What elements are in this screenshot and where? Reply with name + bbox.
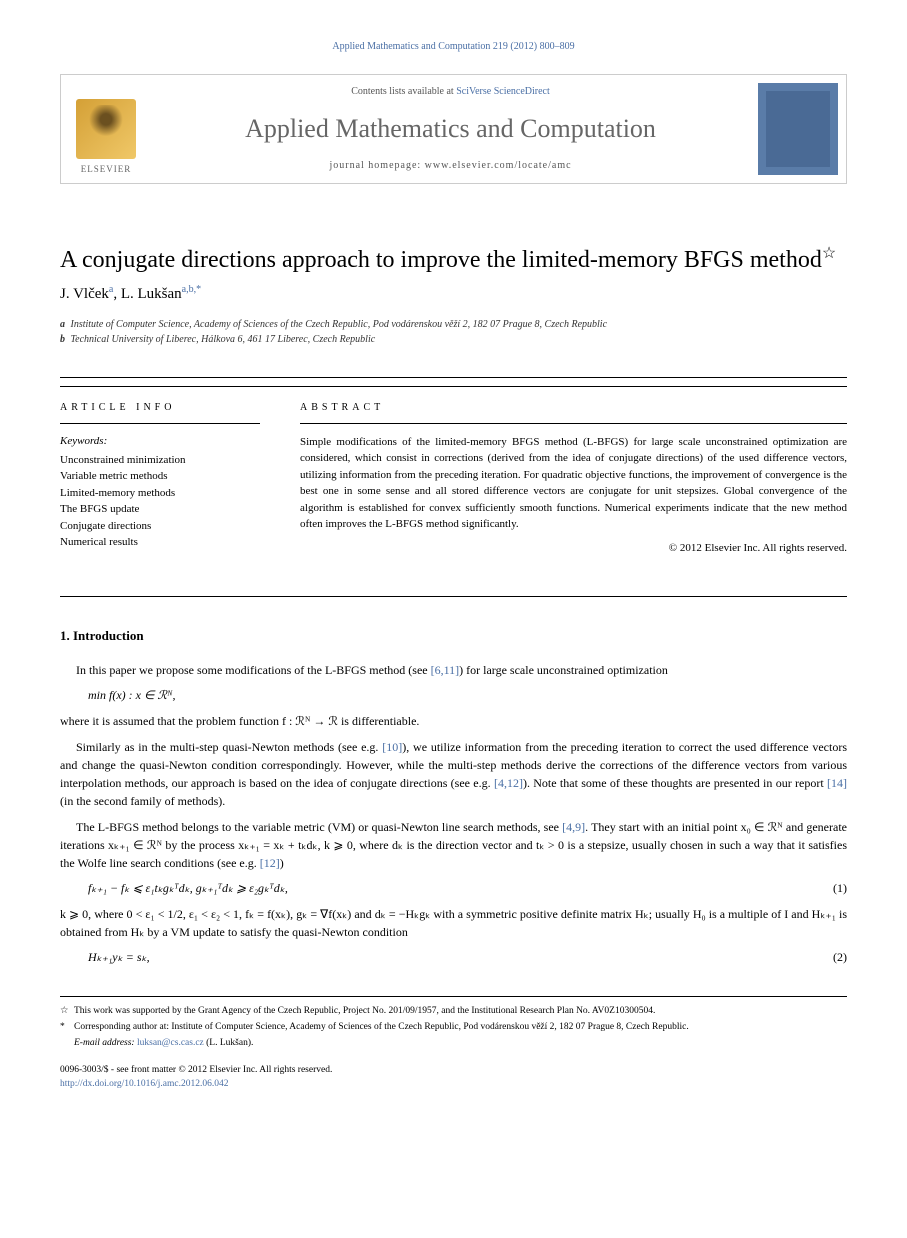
publisher-logo-block: ELSEVIER [61, 75, 151, 183]
paragraph: Similarly as in the multi-step quasi-New… [60, 738, 847, 810]
journal-cover-thumbnail [758, 83, 838, 175]
text: ) for large scale unconstrained optimiza… [459, 663, 668, 677]
keywords-list: Unconstrained minimization Variable metr… [60, 452, 260, 551]
paragraph: In this paper we propose some modificati… [60, 661, 847, 679]
publisher-label: ELSEVIER [81, 163, 132, 176]
divider [60, 377, 847, 378]
corresponding-marker-icon: * [196, 284, 201, 295]
author-1: J. Vlček [60, 286, 109, 302]
eq-num: (1) [817, 880, 847, 897]
asterisk-icon: * [60, 1021, 74, 1034]
ref-link[interactable]: [4,9] [562, 820, 585, 834]
title-footnote-star-icon: ☆ [822, 245, 836, 262]
email-author: (L. Lukšan). [206, 1038, 253, 1048]
homepage-prefix: journal homepage: [329, 160, 421, 171]
footnote-email: E-mail address: luksan@cs.cas.cz (L. Luk… [60, 1037, 847, 1050]
header-citation: Applied Mathematics and Computation 219 … [60, 40, 847, 54]
footnote-corresponding: *Corresponding author at: Institute of C… [60, 1021, 847, 1034]
journal-name: Applied Mathematics and Computation [171, 111, 730, 147]
front-matter-line: 0096-3003/$ - see front matter © 2012 El… [60, 1064, 847, 1077]
doi-link[interactable]: http://dx.doi.org/10.1016/j.amc.2012.06.… [60, 1078, 847, 1091]
abstract-col: ABSTRACT Simple modifications of the lim… [300, 401, 847, 556]
homepage-line: journal homepage: www.elsevier.com/locat… [171, 159, 730, 173]
authors-line: J. Vlčeka, L. Lukšana,b,* [60, 283, 847, 305]
affiliation-b-text: Technical University of Liberec, Hálkova… [71, 334, 376, 345]
keyword: Conjugate directions [60, 518, 260, 535]
affiliation-b: b Technical University of Liberec, Hálko… [60, 332, 847, 347]
masthead-center: Contents lists available at SciVerse Sci… [151, 75, 750, 183]
contents-line: Contents lists available at SciVerse Sci… [171, 85, 730, 99]
ref-link[interactable]: [6,11] [431, 663, 460, 677]
email-label: E-mail address: [74, 1038, 135, 1048]
contents-prefix: Contents lists available at [351, 86, 453, 97]
equation-min: min f(x) : x ∈ ℛᴺ, [88, 687, 847, 704]
equation-1: fₖ₊₁ − fₖ ⩽ ε₁tₖgₖᵀdₖ, gₖ₊₁ᵀdₖ ⩾ ε₂gₖᵀdₖ… [88, 880, 847, 897]
equation-text: Hₖ₊₁yₖ = sₖ, [88, 949, 150, 966]
author-2: L. Lukšan [121, 286, 182, 302]
footnote-text: Corresponding author at: Institute of Co… [74, 1022, 689, 1032]
footnote-text: This work was supported by the Grant Age… [74, 1006, 655, 1016]
ref-link[interactable]: [4,12] [494, 776, 523, 790]
article-info-row: ARTICLE INFO Keywords: Unconstrained min… [60, 386, 847, 556]
equation-2: Hₖ₊₁yₖ = sₖ, (2) [88, 949, 847, 966]
abstract-header: ABSTRACT [300, 401, 847, 424]
keyword: Unconstrained minimization [60, 452, 260, 469]
equation-text: fₖ₊₁ − fₖ ⩽ ε₁tₖgₖᵀdₖ, gₖ₊₁ᵀdₖ ⩾ ε₂gₖᵀdₖ… [88, 880, 288, 897]
text: Similarly as in the multi-step quasi-New… [76, 740, 382, 754]
keyword: Limited-memory methods [60, 485, 260, 502]
text: The L-BFGS method belongs to the variabl… [76, 820, 562, 834]
star-icon: ☆ [60, 1005, 74, 1018]
article-info-header: ARTICLE INFO [60, 401, 260, 424]
footer-meta: 0096-3003/$ - see front matter © 2012 El… [60, 1064, 847, 1091]
keyword: Variable metric methods [60, 468, 260, 485]
paragraph: k ⩾ 0, where 0 < ε₁ < 1/2, ε₁ < ε₂ < 1, … [60, 905, 847, 941]
article-title: A conjugate directions approach to impro… [60, 244, 847, 276]
ref-link[interactable]: [12] [260, 856, 280, 870]
keyword: The BFGS update [60, 501, 260, 518]
title-text: A conjugate directions approach to impro… [60, 247, 822, 273]
divider [60, 596, 847, 597]
author-1-affil: a [109, 284, 113, 295]
affiliation-a: a Institute of Computer Science, Academy… [60, 317, 847, 332]
text: ) [280, 856, 284, 870]
ref-link[interactable]: [14] [827, 776, 847, 790]
footnote-star: ☆This work was supported by the Grant Ag… [60, 1005, 847, 1018]
sciencedirect-link[interactable]: SciVerse ScienceDirect [456, 86, 550, 97]
text: In this paper we propose some modificati… [76, 663, 431, 677]
masthead: ELSEVIER Contents lists available at Sci… [60, 74, 847, 184]
footnotes: ☆This work was supported by the Grant Ag… [60, 996, 847, 1051]
keywords-label: Keywords: [60, 434, 260, 449]
eq-num: (2) [817, 949, 847, 966]
keyword: Numerical results [60, 534, 260, 551]
elsevier-tree-icon [76, 99, 136, 159]
paragraph: The L-BFGS method belongs to the variabl… [60, 818, 847, 872]
abstract-text: Simple modifications of the limited-memo… [300, 434, 847, 533]
email-link[interactable]: luksan@cs.cas.cz [137, 1038, 204, 1048]
text: ). Note that some of these thoughts are … [523, 776, 827, 790]
paragraph: where it is assumed that the problem fun… [60, 712, 847, 730]
equation-text: min f(x) : x ∈ ℛᴺ, [88, 687, 176, 704]
homepage-url[interactable]: www.elsevier.com/locate/amc [425, 160, 572, 171]
ref-link[interactable]: [10] [382, 740, 402, 754]
article-info-col: ARTICLE INFO Keywords: Unconstrained min… [60, 401, 260, 556]
affiliation-a-text: Institute of Computer Science, Academy o… [71, 319, 608, 330]
section-1-heading: 1. Introduction [60, 627, 847, 645]
abstract-copyright: © 2012 Elsevier Inc. All rights reserved… [300, 541, 847, 556]
affiliations: a Institute of Computer Science, Academy… [60, 317, 847, 347]
text: (in the second family of methods). [60, 794, 225, 808]
author-2-affil: a,b, [182, 284, 196, 295]
